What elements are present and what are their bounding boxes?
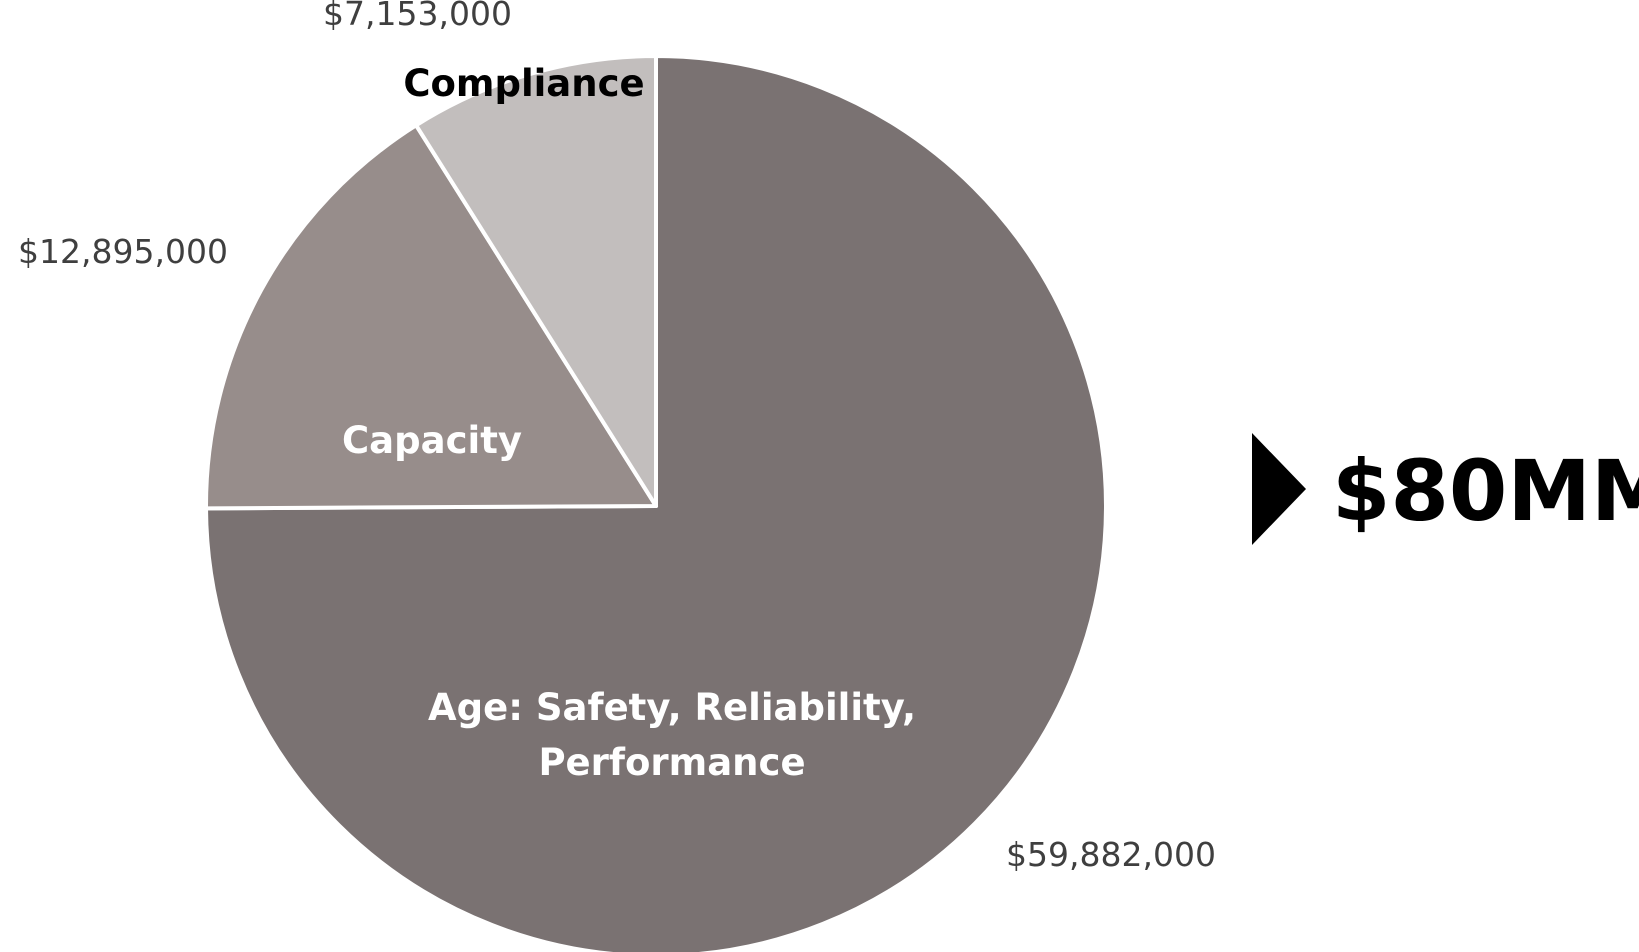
pie-labels: Age: Safety, Reliability, Performance $59,… [18, 0, 1216, 874]
slice-category-label-3: Compliance [403, 62, 644, 105]
slice-value-label-2: $12,895,000 [18, 232, 228, 271]
slice-category-label-line: Compliance [403, 62, 644, 105]
slice-category-label-line: Performance [538, 741, 805, 784]
pie-slice-3 [414, 54, 658, 508]
total-amount: $80MM [1332, 442, 1639, 540]
pie-slices [204, 54, 1108, 952]
slice-category-label-1: Age: Safety, Reliability, Performance [428, 686, 916, 784]
triangle-right-icon [1252, 433, 1306, 545]
slice-category-label-line: Age: Safety, Reliability, [428, 686, 916, 729]
slice-category-label-line: Capacity [342, 419, 522, 462]
slice-value-label-1: $59,882,000 [1006, 835, 1216, 874]
slice-value-label-3: $7,153,000 [323, 0, 512, 33]
pie-slice-2 [204, 123, 658, 511]
slice-category-label-2: Capacity [342, 419, 522, 462]
